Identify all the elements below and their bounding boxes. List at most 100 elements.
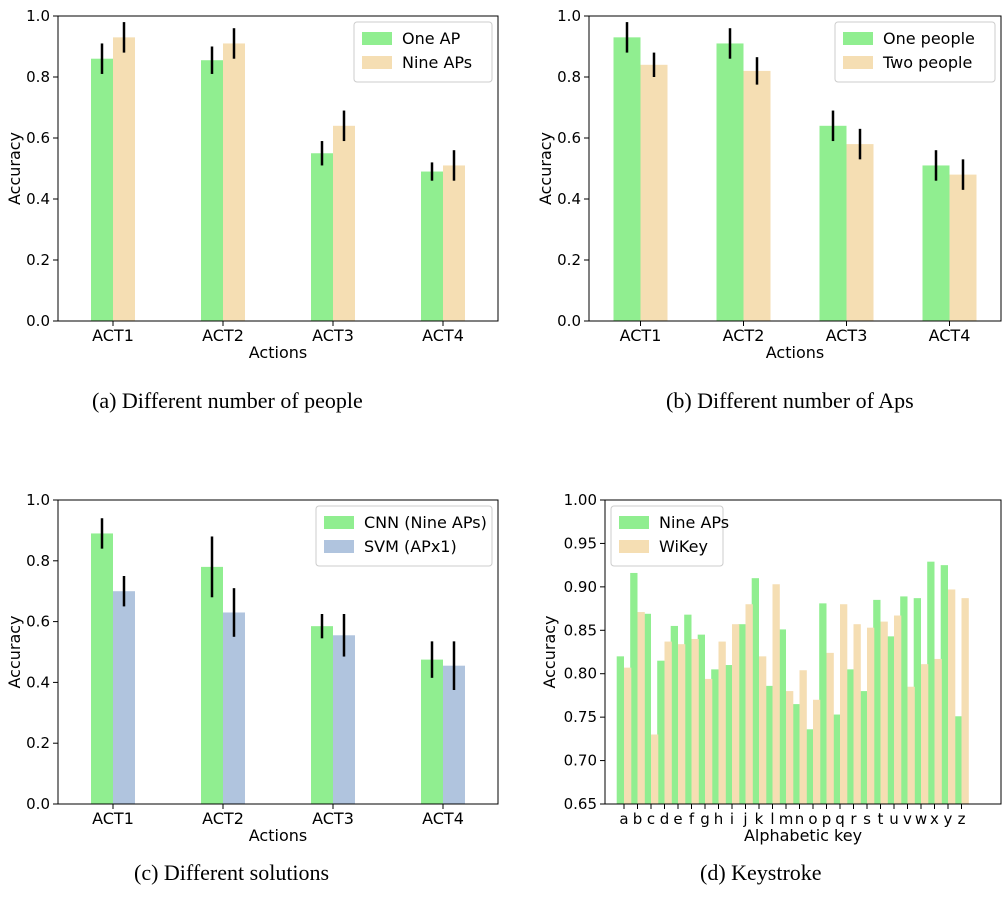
- bar-cnn-nine-aps--act3: [311, 626, 333, 804]
- bar-nine-aps-o: [805, 729, 813, 804]
- bar-wikey-e: [678, 644, 686, 804]
- bar-wikey-t: [880, 621, 888, 804]
- x-tick-label: j: [742, 810, 747, 828]
- x-tick-label: h: [714, 810, 724, 828]
- bar-nine-aps-x: [927, 561, 935, 804]
- x-tick-label: ACT4: [929, 326, 971, 345]
- chart-d: 0.65 0.70 0.75 0.80 0.85 0.90 0.95 1.00 a b c d e f g h…: [540, 491, 1002, 845]
- x-tick-label: e: [673, 810, 682, 828]
- bar-svm-apx1--act1: [113, 591, 135, 804]
- bar-wikey-n: [799, 670, 807, 804]
- y-tick-label: 0.70: [564, 752, 597, 770]
- y-tick-label: 0.2: [26, 251, 50, 269]
- bar-two-people-act3: [846, 144, 874, 321]
- legend-label: WiKey: [659, 537, 708, 556]
- legend-swatch: [362, 32, 392, 45]
- y-tick-label: 1.0: [557, 7, 581, 25]
- bar-one-ap-act1: [91, 58, 113, 321]
- bar-wikey-d: [664, 641, 672, 804]
- x-tick-label: ACT3: [826, 326, 868, 345]
- bar-nine-aps-w: [913, 598, 921, 804]
- bar-two-people-act2: [743, 70, 771, 322]
- x-tick-label: ACT2: [723, 326, 765, 345]
- bar-one-people-act3: [819, 125, 847, 321]
- bar-nine-aps-i: [724, 665, 732, 804]
- bar-wikey-v: [907, 686, 915, 804]
- x-tick-label: ACT1: [620, 326, 662, 345]
- y-tick-label: 0.0: [557, 312, 581, 330]
- x-tick-label: p: [822, 810, 832, 828]
- x-tick-label: y: [944, 810, 953, 828]
- legend-label: Two people: [882, 53, 972, 72]
- bar-nine-aps-b: [630, 572, 638, 804]
- y-tick-label: 0.4: [26, 190, 50, 208]
- bar-cnn-nine-aps--act4: [421, 659, 443, 804]
- bar-svm-apx1--act2: [223, 612, 245, 804]
- x-tick-label: l: [770, 810, 774, 828]
- x-tick-label: ACT4: [422, 326, 464, 345]
- bar-nine-aps-a: [616, 656, 624, 804]
- y-tick-label: 0.8: [26, 68, 50, 86]
- x-tick-label: t: [878, 810, 884, 828]
- x-tick-label: n: [795, 810, 805, 828]
- bar-one-people-act4: [922, 165, 950, 321]
- y-tick-label: 0.90: [564, 578, 597, 596]
- x-tick-label: s: [863, 810, 871, 828]
- bar-nine-aps-m: [778, 629, 786, 804]
- y-tick-label: 0.6: [26, 613, 50, 631]
- bar-one-people-act1: [613, 37, 641, 321]
- legend-swatch: [324, 516, 354, 529]
- bar-nine-aps-g: [697, 634, 705, 804]
- bar-svm-apx1--act3: [333, 635, 355, 804]
- legend-swatch: [619, 516, 649, 529]
- y-tick-label: 1.00: [564, 491, 597, 509]
- caption-b: (b) Different number of Aps: [666, 388, 914, 413]
- bar-wikey-y: [948, 589, 956, 804]
- bar-wikey-g: [705, 678, 713, 804]
- x-tick-label: b: [633, 810, 643, 828]
- bar-nine-aps-u: [886, 636, 894, 804]
- x-tick-label: k: [755, 810, 764, 828]
- bar-wikey-r: [853, 624, 861, 804]
- caption-a: (a) Different number of people: [92, 388, 363, 413]
- bar-wikey-u: [894, 615, 902, 804]
- bar-two-people-act4: [949, 174, 977, 321]
- bar-nine-aps-n: [792, 704, 800, 804]
- bar-nine-aps-p: [819, 603, 827, 804]
- bar-nine-aps-act2: [223, 43, 245, 321]
- y-tick-label: 0.80: [564, 665, 597, 683]
- x-axis-label: Alphabetic key: [744, 826, 862, 845]
- y-axis-label: Accuracy: [540, 615, 559, 688]
- legend-label: Nine APs: [402, 53, 472, 72]
- bar-one-ap-act2: [201, 60, 223, 321]
- bar-wikey-h: [718, 641, 726, 804]
- legend-swatch: [843, 56, 873, 69]
- legend-swatch: [324, 540, 354, 553]
- x-tick-label: i: [730, 810, 734, 828]
- bar-cnn-nine-aps--act2: [201, 566, 223, 804]
- bar-two-people-act1: [640, 64, 668, 322]
- bar-wikey-a: [624, 667, 632, 804]
- legend-label: SVM (APx1): [364, 537, 457, 556]
- legend-swatch: [362, 56, 392, 69]
- bar-nine-aps-s: [859, 691, 867, 804]
- x-tick-label: c: [647, 810, 655, 828]
- bar-wikey-z: [961, 598, 969, 804]
- x-tick-label: r: [850, 810, 857, 828]
- y-axis-label: Accuracy: [5, 615, 24, 688]
- bar-wikey-o: [813, 699, 821, 804]
- bar-nine-aps-f: [684, 614, 692, 804]
- y-tick-label: 1.0: [26, 7, 50, 25]
- x-tick-label: u: [889, 810, 899, 828]
- y-tick-label: 0.2: [26, 734, 50, 752]
- bar-one-people-act2: [716, 43, 744, 321]
- bar-nine-aps-act4: [443, 165, 465, 321]
- legend-label: CNN (Nine APs): [364, 513, 487, 532]
- bar-wikey-q: [840, 604, 848, 804]
- x-axis-label: Actions: [249, 826, 307, 845]
- bar-wikey-s: [867, 627, 875, 804]
- bar-wikey-b: [637, 612, 645, 804]
- y-tick-label: 0.8: [26, 552, 50, 570]
- legend-label: One AP: [402, 29, 461, 48]
- bar-nine-aps-y: [940, 565, 948, 804]
